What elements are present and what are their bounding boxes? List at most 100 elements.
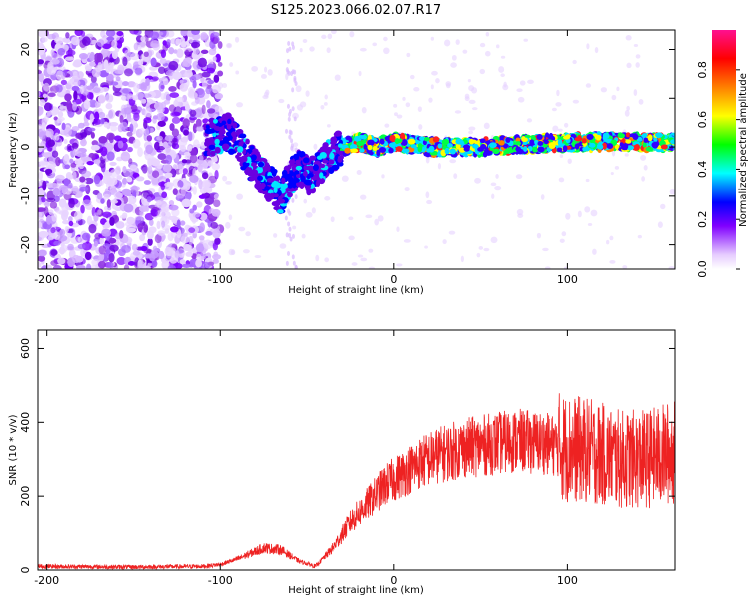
heatmap-cell [156, 163, 163, 170]
heatmap-cell [100, 87, 110, 92]
heatmap-cell [291, 41, 295, 47]
spectrogram-y-ticks: -20 -10 0 10 20 [19, 43, 675, 254]
heatmap-cell [65, 174, 74, 180]
heatmap-cell [96, 192, 103, 200]
heatmap-cell [140, 82, 147, 92]
heatmap-cell [184, 69, 193, 78]
heatmap-cell [360, 134, 367, 140]
heatmap-cell [409, 74, 415, 80]
heatmap-cell [121, 188, 132, 196]
heatmap-cell [641, 176, 646, 182]
heatmap-cell [47, 139, 56, 147]
heatmap-cell [624, 109, 630, 117]
heatmap-cell [46, 147, 53, 152]
heatmap-cell [40, 197, 46, 203]
heatmap-cell [215, 126, 221, 132]
heatmap-cell [188, 36, 194, 44]
heatmap-cell [344, 147, 351, 154]
heatmap-cell [195, 118, 202, 128]
heatmap-cell [38, 72, 45, 83]
heatmap-cell [515, 174, 523, 180]
heatmap-cell [213, 251, 219, 257]
heatmap-cell [157, 145, 166, 151]
heatmap-cell [137, 147, 143, 158]
heatmap-cell [174, 96, 185, 103]
heatmap-cell [123, 203, 134, 213]
heatmap-cell [164, 172, 173, 179]
heatmap-cell [430, 84, 434, 90]
heatmap-cell [477, 147, 484, 152]
heatmap-cell [172, 71, 182, 80]
heatmap-cell [163, 99, 171, 105]
heatmap-cell [89, 53, 95, 62]
heatmap-cell [169, 257, 178, 264]
heatmap-cell [490, 182, 497, 187]
heatmap-cell [80, 30, 86, 37]
heatmap-cell [556, 147, 563, 153]
heatmap-cell [121, 107, 127, 115]
heatmap-cell [81, 95, 86, 101]
heatmap-cell [643, 165, 648, 171]
heatmap-cell [128, 158, 133, 165]
heatmap-cell [279, 243, 287, 249]
heatmap-cell [356, 140, 364, 147]
heatmap-cell [133, 42, 139, 51]
heatmap-cell [287, 182, 294, 189]
heatmap-cell [300, 175, 306, 183]
heatmap-cell [196, 201, 203, 208]
heatmap-cell [291, 197, 295, 203]
heatmap-cell [349, 31, 355, 38]
heatmap-cell [515, 137, 521, 143]
heatmap-cell [334, 74, 341, 81]
heatmap-cell [245, 231, 251, 237]
heatmap-cell [198, 194, 207, 199]
heatmap-cell [65, 32, 70, 39]
heatmap-cell [491, 193, 495, 199]
heatmap-cell [38, 106, 44, 116]
heatmap-cell [49, 201, 58, 209]
heatmap-cell [122, 81, 129, 87]
heatmap-cell [166, 251, 174, 257]
heatmap-cell [108, 261, 114, 269]
heatmap-cell [67, 231, 72, 238]
heatmap-cell [276, 209, 284, 214]
heatmap-cell [323, 101, 328, 106]
heatmap-cell [161, 220, 166, 228]
heatmap-cell [198, 179, 203, 190]
heatmap-cell [205, 124, 210, 130]
heatmap-cell [166, 181, 171, 187]
heatmap-cell [489, 142, 497, 149]
heatmap-cell [500, 55, 506, 59]
heatmap-cell [532, 146, 538, 153]
heatmap-cell [157, 66, 166, 75]
heatmap-cell [168, 60, 179, 71]
heatmap-cell [121, 244, 131, 253]
heatmap-cell [156, 200, 162, 206]
heatmap-cell [48, 183, 59, 189]
heatmap-cell [79, 176, 86, 183]
heatmap-cell [60, 79, 67, 86]
heatmap-cell [112, 91, 122, 97]
heatmap-cell [324, 196, 331, 201]
heatmap-cell [478, 246, 484, 250]
heatmap-cell [295, 181, 304, 188]
heatmap-cell [372, 42, 378, 47]
heatmap-cell [294, 194, 298, 200]
heatmap-cell [514, 141, 522, 146]
heatmap-cell [145, 144, 154, 155]
heatmap-cell [536, 232, 542, 239]
heatmap-cell [72, 171, 77, 180]
heatmap-cell [235, 70, 240, 75]
heatmap-cell [540, 194, 545, 200]
heatmap-cell [394, 138, 400, 145]
heatmap-cell [288, 111, 292, 117]
heatmap-cell [150, 208, 158, 217]
heatmap-cell [330, 136, 338, 143]
x-tick-label: -200 [34, 273, 59, 286]
heatmap-cell [147, 262, 153, 267]
heatmap-cell [88, 223, 97, 234]
heatmap-cell [217, 70, 224, 77]
heatmap-cell [516, 88, 523, 93]
heatmap-cell [544, 266, 551, 269]
heatmap-cell [368, 266, 376, 269]
